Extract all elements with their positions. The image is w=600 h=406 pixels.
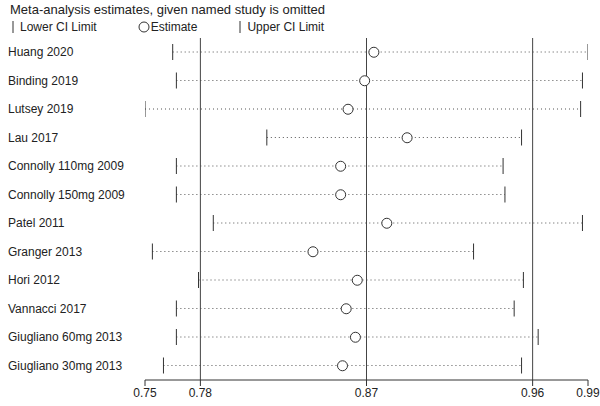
html-text:Upper CI Limit: Upper CI Limit — [247, 20, 325, 34]
svg-text:Hori 2012: Hori 2012 — [8, 273, 60, 287]
svg-text:0.96: 0.96 — [521, 386, 545, 400]
svg-text:0.87: 0.87 — [355, 386, 379, 400]
html-text:Meta-analysis estimates, given: Meta-analysis estimates, given named stu… — [10, 2, 325, 17]
svg-text:0.75: 0.75 — [133, 386, 157, 400]
svg-text:Connolly 150mg 2009: Connolly 150mg 2009 — [8, 188, 125, 202]
svg-text:Granger 2013: Granger 2013 — [8, 245, 82, 259]
svg-text:Vannacci 2017: Vannacci 2017 — [8, 302, 87, 316]
svg-text:0.99: 0.99 — [576, 386, 592, 400]
svg-text:Giugliano 60mg 2013: Giugliano 60mg 2013 — [8, 330, 122, 344]
svg-text:Connolly 110mg 2009: Connolly 110mg 2009 — [8, 159, 124, 173]
svg-text:Giugliano 30mg 2013: Giugliano 30mg 2013 — [8, 359, 122, 373]
html-text:Estimate: Estimate — [150, 20, 198, 34]
svg-text:Lau 2017: Lau 2017 — [8, 131, 58, 145]
svg-text:Patel 2011: Patel 2011 — [8, 216, 65, 230]
html-text:Lower CI Limit: Lower CI Limit — [20, 20, 97, 34]
svg-text:Lutsey 2019: Lutsey 2019 — [8, 102, 74, 116]
svg-text:Huang 2020: Huang 2020 — [8, 45, 74, 59]
svg-text:0.78: 0.78 — [189, 386, 213, 400]
svg-text:Binding 2019: Binding 2019 — [8, 74, 78, 88]
